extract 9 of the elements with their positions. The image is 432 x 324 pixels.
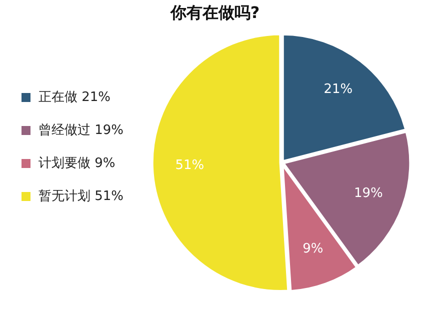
legend-label: 暂无计划 51% <box>38 188 124 204</box>
legend-label: 正在做 21% <box>38 90 111 105</box>
data-label: 51% <box>175 158 204 173</box>
data-label: 21% <box>324 82 353 98</box>
chart-title: 你有在做吗? <box>169 2 260 22</box>
data-label: 19% <box>354 186 383 202</box>
legend-label: 曾经做过 19% <box>38 122 124 138</box>
data-label: 9% <box>302 242 324 257</box>
legend-label: 计划要做 9% <box>38 156 116 171</box>
